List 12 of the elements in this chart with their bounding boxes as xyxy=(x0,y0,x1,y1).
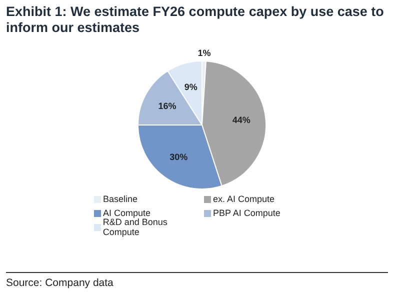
chart-title: Exhibit 1: We estimate FY26 compute capex by use case to inform our estimates xyxy=(5,3,385,36)
legend-label: PBP AI Compute xyxy=(213,208,280,218)
data-label: 30% xyxy=(170,152,188,162)
legend-label: AI Compute xyxy=(103,208,151,218)
data-label: 9% xyxy=(184,82,198,92)
legend-label: R&D and Bonus Compute xyxy=(102,217,168,237)
data-label: 44% xyxy=(232,115,250,126)
data-label: 1% xyxy=(198,48,211,58)
data-label: 16% xyxy=(158,100,176,111)
legend-label: Baseline xyxy=(103,194,138,204)
source-note: Source: Company data xyxy=(6,277,114,289)
legend-label: ex. AI Compute xyxy=(213,194,275,204)
